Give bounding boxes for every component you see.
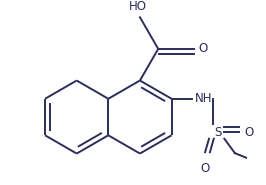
Text: HO: HO (129, 0, 147, 14)
Text: NH: NH (194, 92, 212, 105)
Text: O: O (201, 162, 210, 175)
Text: S: S (214, 126, 221, 139)
Text: O: O (199, 42, 208, 55)
Text: O: O (244, 126, 254, 139)
